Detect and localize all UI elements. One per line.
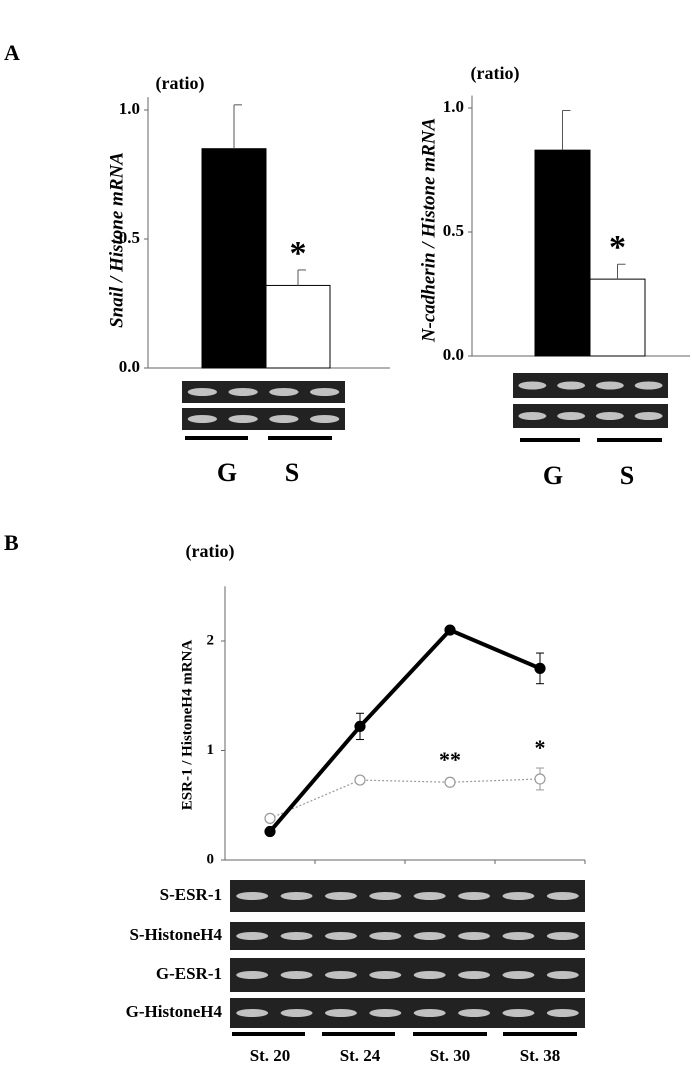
y-axis-label: ESR-1 / HistoneH4 mRNA	[179, 640, 195, 811]
gel-band	[280, 892, 313, 900]
gel-band	[557, 412, 586, 420]
unit-label: (ratio)	[471, 63, 520, 84]
gel-band	[187, 415, 218, 423]
gel-band	[557, 381, 586, 390]
gel-band	[369, 932, 402, 940]
point	[264, 812, 276, 824]
gel-band	[595, 412, 624, 420]
y-tick-label: 0.5	[443, 221, 464, 240]
series-line	[268, 627, 541, 833]
bar	[534, 149, 591, 357]
gel-band	[634, 381, 663, 390]
y-tick-label: 0	[207, 851, 215, 867]
gel-band	[269, 388, 299, 396]
x-tick-label: St. 24	[340, 1046, 381, 1065]
gel-band	[236, 892, 269, 900]
panel-label: B	[4, 530, 19, 555]
gel-band	[324, 892, 357, 900]
y-axis-label: Snail / Histone mRNA	[106, 152, 127, 328]
gel-band	[546, 892, 579, 900]
gel-band	[458, 1009, 491, 1017]
gel-band	[458, 892, 491, 900]
y-tick-label: 1.0	[443, 97, 464, 116]
gel-band	[413, 1009, 446, 1017]
gel-band	[502, 1009, 535, 1017]
gel-band	[502, 932, 535, 940]
annotation: *	[535, 735, 546, 760]
gel-band	[546, 1009, 579, 1017]
annotation: **	[439, 747, 461, 772]
gel-band	[518, 381, 547, 390]
gel-band	[458, 971, 491, 979]
gel-band	[280, 1009, 313, 1017]
gel-band	[546, 971, 579, 979]
x-tick-label: St. 20	[250, 1046, 291, 1065]
bar	[589, 278, 646, 357]
gel-band	[369, 892, 402, 900]
y-tick-label: 2	[207, 632, 215, 648]
gel-band	[324, 1009, 357, 1017]
gel-band	[280, 932, 313, 940]
gel-band	[280, 971, 313, 979]
gel-band	[634, 412, 663, 420]
gel-band	[413, 971, 446, 979]
gel-band	[502, 892, 535, 900]
y-axis-label: N-cadherin / Histone mRNA	[418, 118, 439, 343]
x-tick-label: S	[285, 458, 299, 487]
point	[354, 774, 366, 786]
point	[534, 773, 546, 785]
y-tick-label: 0.0	[443, 345, 464, 364]
gel-band	[309, 415, 340, 423]
gel-band	[236, 932, 269, 940]
y-tick-label: 1	[207, 742, 215, 758]
gel-band	[269, 415, 299, 423]
gel-label: S-HistoneH4	[129, 925, 222, 944]
gel-band	[546, 932, 579, 940]
gel-band	[324, 971, 357, 979]
gel-band	[413, 932, 446, 940]
x-tick-label: G	[217, 458, 237, 487]
gel-label: G-HistoneH4	[126, 1002, 223, 1021]
x-tick-label: St. 30	[430, 1046, 471, 1065]
gel-band	[595, 381, 624, 390]
gel-band	[228, 388, 258, 396]
unit-label: (ratio)	[156, 73, 205, 94]
gel-band	[228, 415, 258, 423]
gel-label: G-ESR-1	[156, 964, 222, 983]
gel-band	[518, 412, 547, 420]
gel-band	[369, 1009, 402, 1017]
point	[444, 624, 456, 636]
gel-band	[187, 388, 218, 396]
point	[354, 720, 366, 733]
point	[444, 776, 456, 788]
x-tick-label: St. 38	[520, 1046, 561, 1065]
gel-band	[324, 932, 357, 940]
y-tick-label: 0.5	[119, 228, 140, 247]
point	[264, 825, 276, 838]
gel-band	[458, 932, 491, 940]
gel-image	[182, 408, 345, 430]
gel-image	[182, 381, 345, 403]
unit-label: (ratio)	[186, 541, 235, 562]
gel-band	[236, 1009, 269, 1017]
bar	[201, 148, 267, 369]
annotation: *	[609, 229, 626, 266]
gel-band	[236, 971, 269, 979]
gel-band	[502, 971, 535, 979]
point	[534, 662, 546, 674]
panel-label: A	[4, 40, 20, 65]
bar	[265, 284, 331, 369]
y-tick-label: 0.0	[119, 357, 140, 376]
y-tick-label: 1.0	[119, 99, 140, 118]
gel-label: S-ESR-1	[160, 885, 222, 904]
gel-band	[369, 971, 402, 979]
gel-band	[413, 892, 446, 900]
annotation: *	[290, 235, 307, 272]
series-line	[269, 778, 541, 819]
x-tick-label: G	[543, 461, 563, 490]
gel-band	[309, 388, 340, 396]
x-tick-label: S	[620, 461, 634, 490]
